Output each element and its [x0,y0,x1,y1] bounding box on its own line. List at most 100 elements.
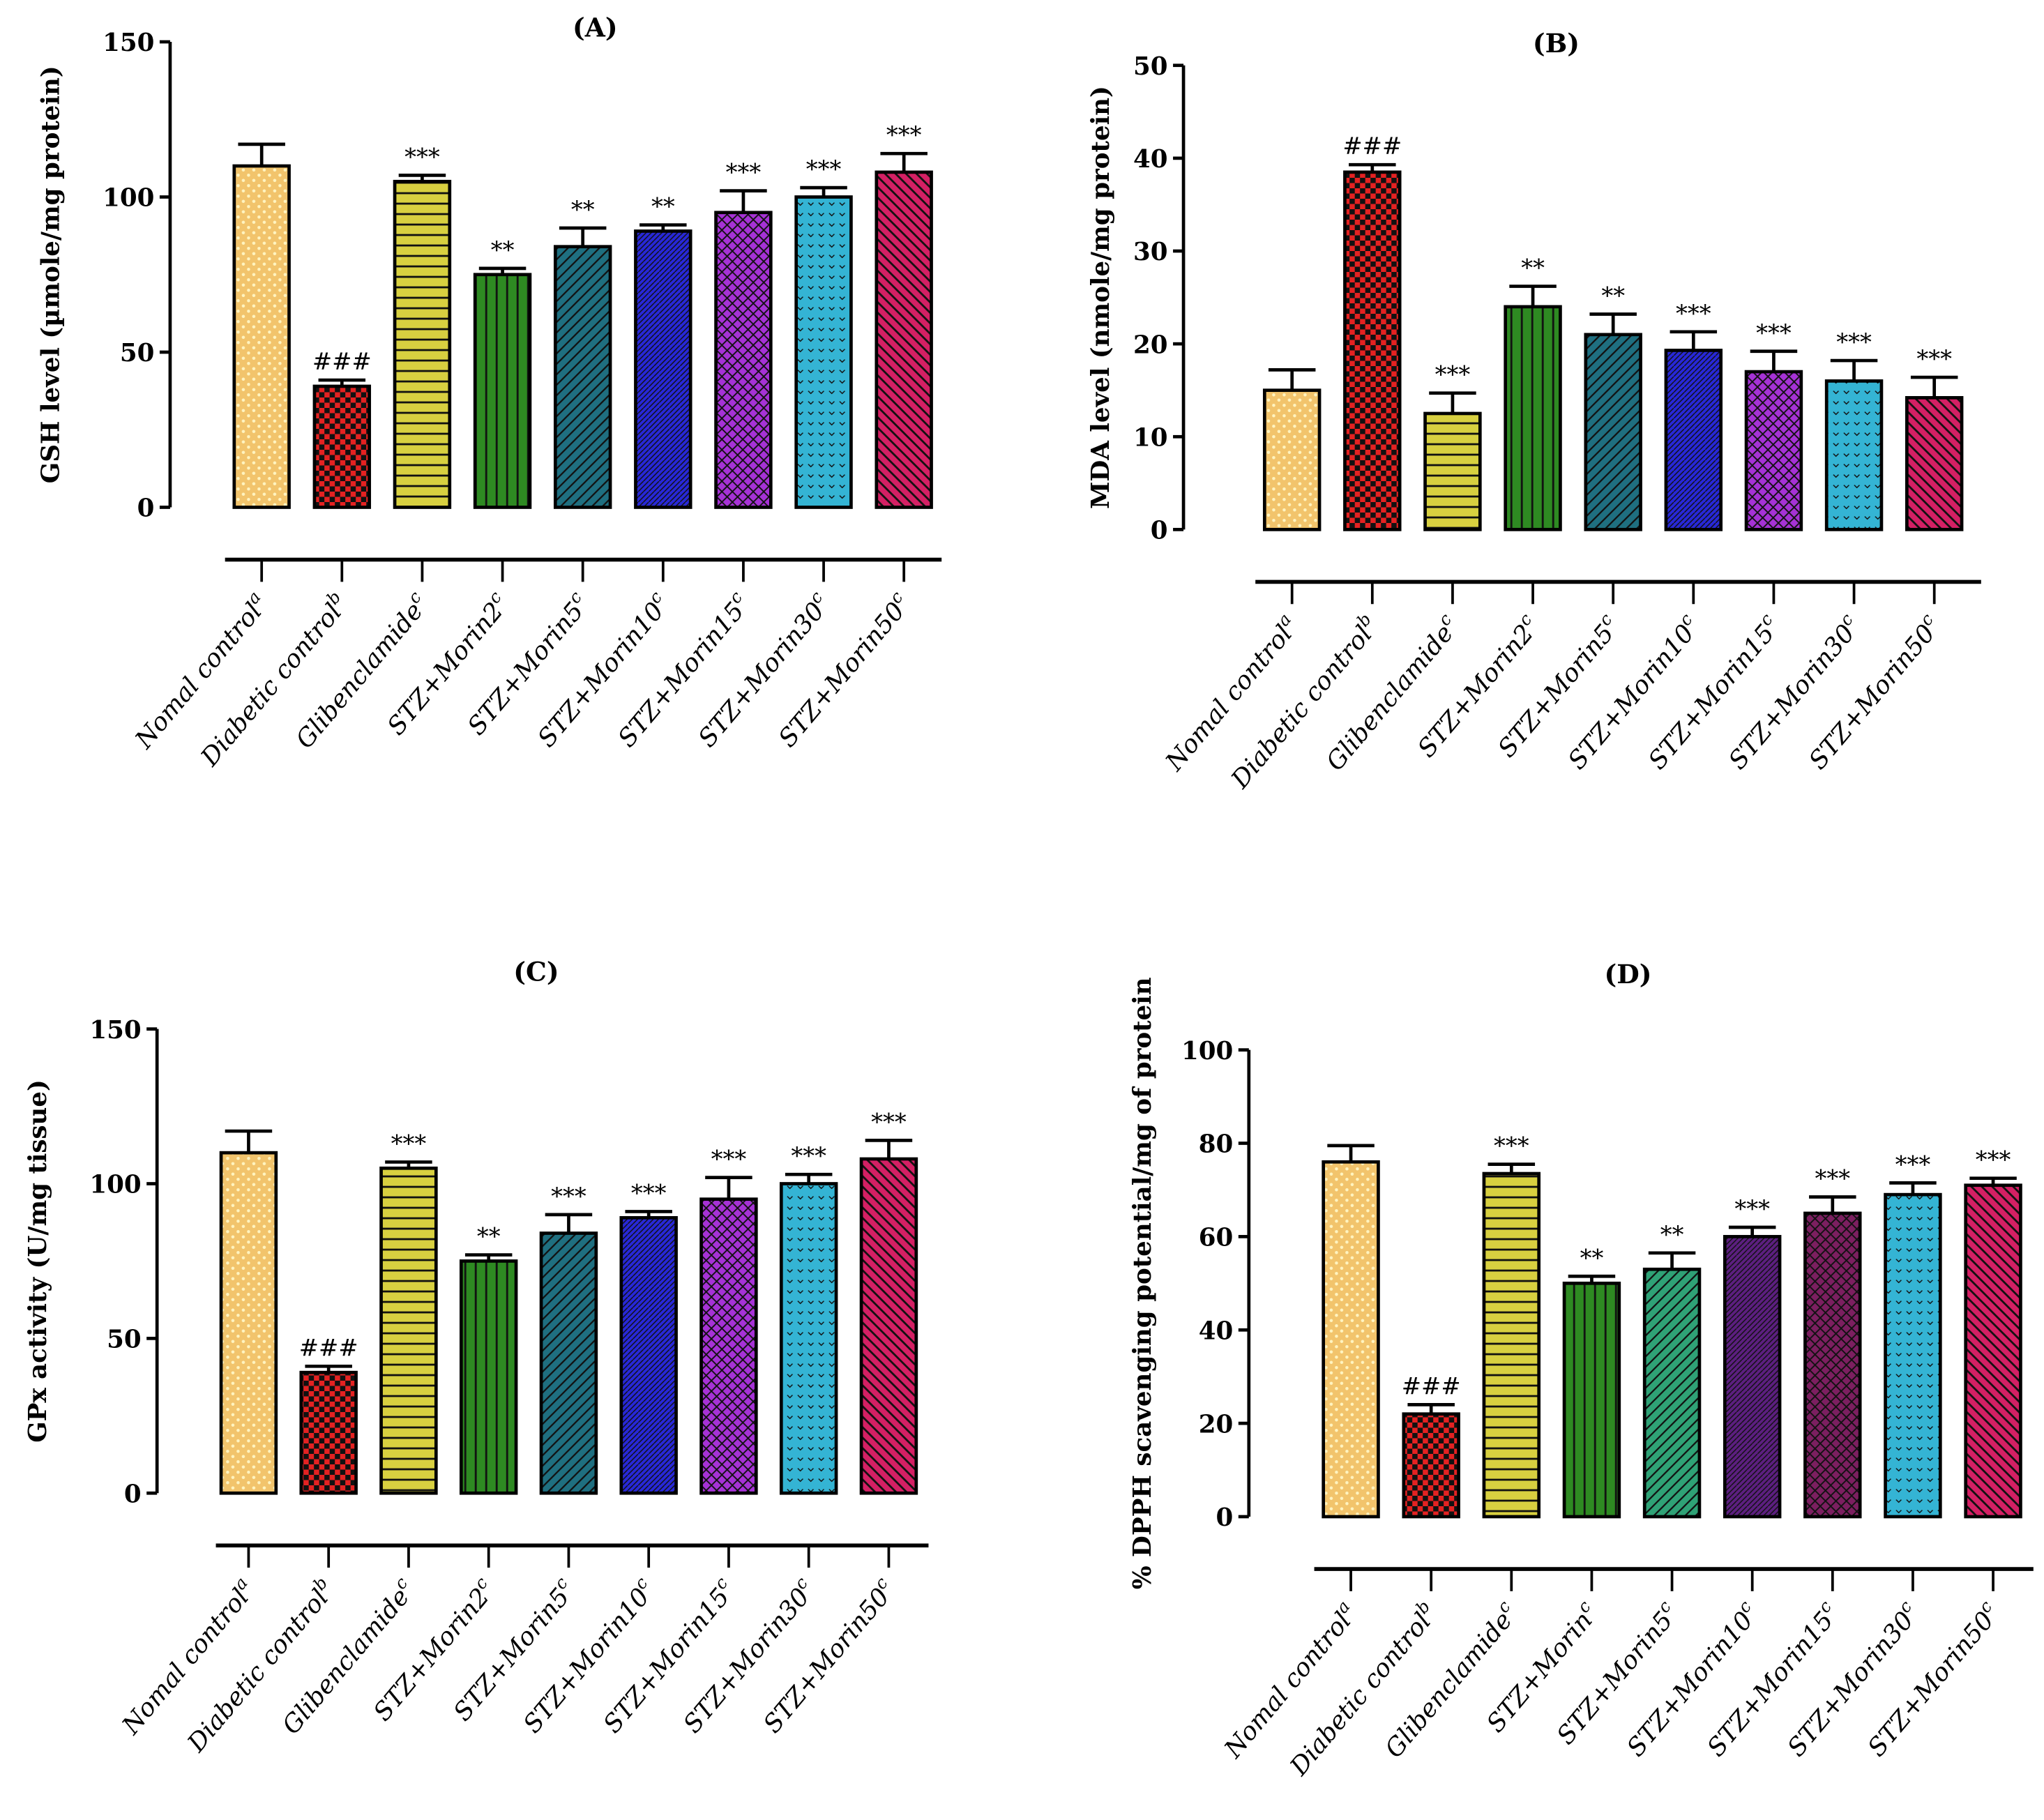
bar [1884,1192,1942,1519]
significance-label: ** [1521,255,1545,282]
y-tick-label: 50 [120,339,155,367]
bar [1905,395,1964,531]
bar [232,164,291,509]
y-tick-label: 0 [124,1480,142,1508]
bar [1642,1267,1702,1519]
significance-label: *** [551,1183,586,1210]
significance-label: *** [886,121,922,149]
y-tick-label: 150 [89,1016,141,1045]
chart-title: (C) [513,956,559,987]
chart-title: (D) [1605,959,1652,989]
y-tick-label: 20 [1199,1410,1234,1439]
significance-label: ** [1580,1244,1604,1271]
y-tick-label: 30 [1133,238,1168,266]
significance-label: *** [806,156,842,183]
chart-panel-b: (B) MDA level (nmole/mg protein) 0 10 20 30 40… [1087,28,1981,794]
significance-label: ** [1660,1221,1684,1248]
significance-label: *** [871,1108,907,1135]
y-tick-label: 80 [1199,1130,1234,1159]
y-tick-label: 0 [1151,517,1168,545]
bar [634,229,692,509]
bar [794,195,853,509]
bar [619,1215,678,1495]
chart-panel-d: (D) % DPPH scavenging potential/mg of pro… [1128,959,2034,1782]
significance-label: *** [1895,1151,1931,1178]
x-tick-label: Diabetic controlb [179,1573,341,1758]
significance-label: *** [1734,1195,1770,1222]
significance-label: *** [1435,361,1471,388]
bar [859,1157,918,1495]
x-tick-label: Diabetic controlb [192,587,354,772]
significance-label: *** [1976,1146,2011,1174]
y-tick-label: 0 [137,494,155,523]
y-tick-label: 100 [1181,1037,1233,1066]
bar [714,211,773,509]
x-tick-label: STZ+Morin50c [1801,609,1947,775]
significance-label: ** [651,193,675,220]
bar [459,1259,518,1495]
y-tick-label: 100 [103,184,154,213]
significance-label: ** [477,1223,501,1250]
chart-title: (B) [1533,28,1580,59]
y-axis-label: MDA level (nmole/mg protein) [1087,86,1115,509]
y-tick-label: 40 [1199,1317,1234,1345]
bar [1482,1171,1541,1519]
bar [539,1231,598,1495]
bar [553,245,612,509]
bar [699,1197,758,1495]
category-name: Diabetic control [195,598,348,773]
significance-label: *** [1494,1132,1529,1160]
bar [1322,1160,1380,1519]
bar [219,1151,278,1495]
bar [875,170,933,509]
y-axis-label: GPx activity (U/mg tissue) [24,1079,52,1443]
significance-label: ### [1342,132,1402,160]
bar [1803,1211,1862,1519]
y-tick-label: 150 [103,29,154,57]
y-tick-label: 50 [107,1326,142,1354]
bar [1824,379,1884,531]
category-name: Diabetic control [1285,1607,1437,1782]
significance-label: *** [391,1130,427,1157]
y-axis-label: % DPPH scavenging potential/mg of protei… [1128,977,1157,1589]
significance-label: *** [1916,345,1952,372]
significance-label: *** [404,143,440,170]
y-tick-label: 100 [89,1171,141,1199]
significance-label: ### [312,348,372,375]
significance-label: ** [491,236,515,264]
significance-label: *** [1756,319,1792,347]
x-tick-label: Diabetic controlb [1222,609,1385,794]
bar [473,273,532,509]
bar [1723,1235,1782,1519]
x-tick-label: STZ+Morin50c [770,587,916,753]
significance-label: *** [1836,328,1872,356]
x-tick-label: STZ+Morin50c [1859,1596,2006,1762]
bar [1262,388,1322,531]
y-tick-label: 0 [1216,1503,1234,1532]
bar [1423,411,1482,531]
bar [1664,349,1723,531]
chart-panel-a: (A) GSH level (µmole/mg protein) 0 50 100 150… [37,13,942,772]
significance-label: *** [726,159,762,186]
bar [1504,305,1562,531]
significance-label: ** [571,196,595,223]
significance-label: *** [1815,1165,1851,1192]
y-tick-label: 10 [1133,423,1168,452]
significance-label: ### [299,1334,358,1361]
x-tick-label: STZ+Morin50c [755,1572,901,1738]
category-name: Diabetic control [1225,621,1378,795]
significance-label: *** [791,1142,826,1169]
bar [779,1182,838,1495]
significance-label: *** [631,1179,667,1206]
bar [299,1370,358,1495]
bar [1402,1412,1460,1519]
bar [312,384,372,509]
y-axis-label: GSH level (µmole/mg protein) [37,66,66,483]
significance-label: *** [1676,300,1711,327]
significance-label: *** [711,1146,747,1173]
bar [1744,370,1803,531]
significance-label: ### [1402,1372,1461,1400]
y-tick-label: 20 [1133,331,1168,359]
bar [393,179,452,509]
